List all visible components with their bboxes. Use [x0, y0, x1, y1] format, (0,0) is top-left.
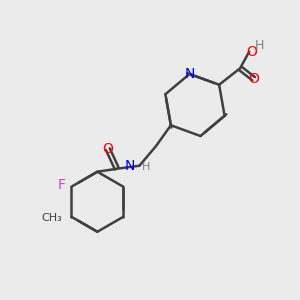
Text: O: O	[248, 72, 259, 86]
Text: O: O	[247, 45, 258, 59]
Text: CH₃: CH₃	[42, 213, 62, 223]
Text: H: H	[142, 162, 150, 172]
Text: H: H	[255, 39, 264, 52]
Text: N: N	[184, 67, 195, 81]
Text: N: N	[124, 159, 135, 173]
Text: O: O	[102, 142, 113, 156]
Text: F: F	[57, 178, 65, 192]
